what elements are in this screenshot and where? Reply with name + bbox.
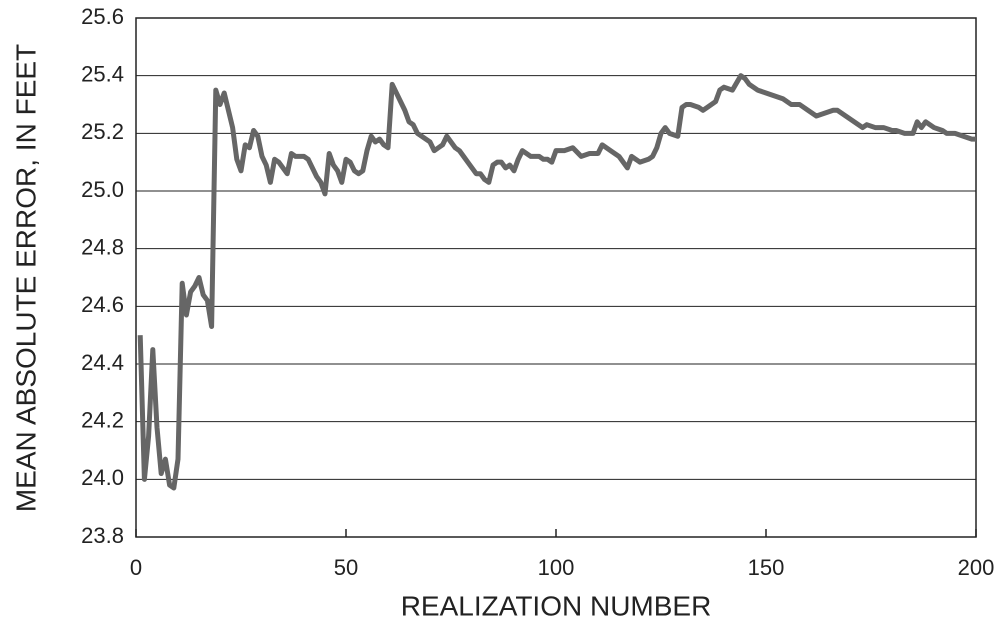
y-tick-label: 25.2 xyxy=(81,119,124,144)
x-tick-label: 150 xyxy=(748,555,785,580)
x-tick-label: 100 xyxy=(538,555,575,580)
y-tick-label: 24.6 xyxy=(81,292,124,317)
y-tick-label: 24.0 xyxy=(81,465,124,490)
x-tick-label: 50 xyxy=(334,555,358,580)
x-tick-label: 0 xyxy=(130,555,142,580)
y-tick-label: 24.8 xyxy=(81,234,124,259)
y-tick-label: 25.4 xyxy=(81,61,124,86)
y-tick-label: 24.4 xyxy=(81,350,124,375)
y-axis-title: MEAN ABSOLUTE ERROR, IN FEET xyxy=(10,44,41,512)
y-tick-label: 25.0 xyxy=(81,177,124,202)
y-tick-label: 23.8 xyxy=(81,523,124,548)
x-tick-label: 200 xyxy=(958,555,995,580)
y-tick-label: 25.6 xyxy=(81,4,124,29)
y-tick-label: 24.2 xyxy=(81,407,124,432)
data-line xyxy=(137,73,976,491)
plot-frame xyxy=(135,17,977,538)
x-axis-title: REALIZATION NUMBER xyxy=(401,590,712,621)
